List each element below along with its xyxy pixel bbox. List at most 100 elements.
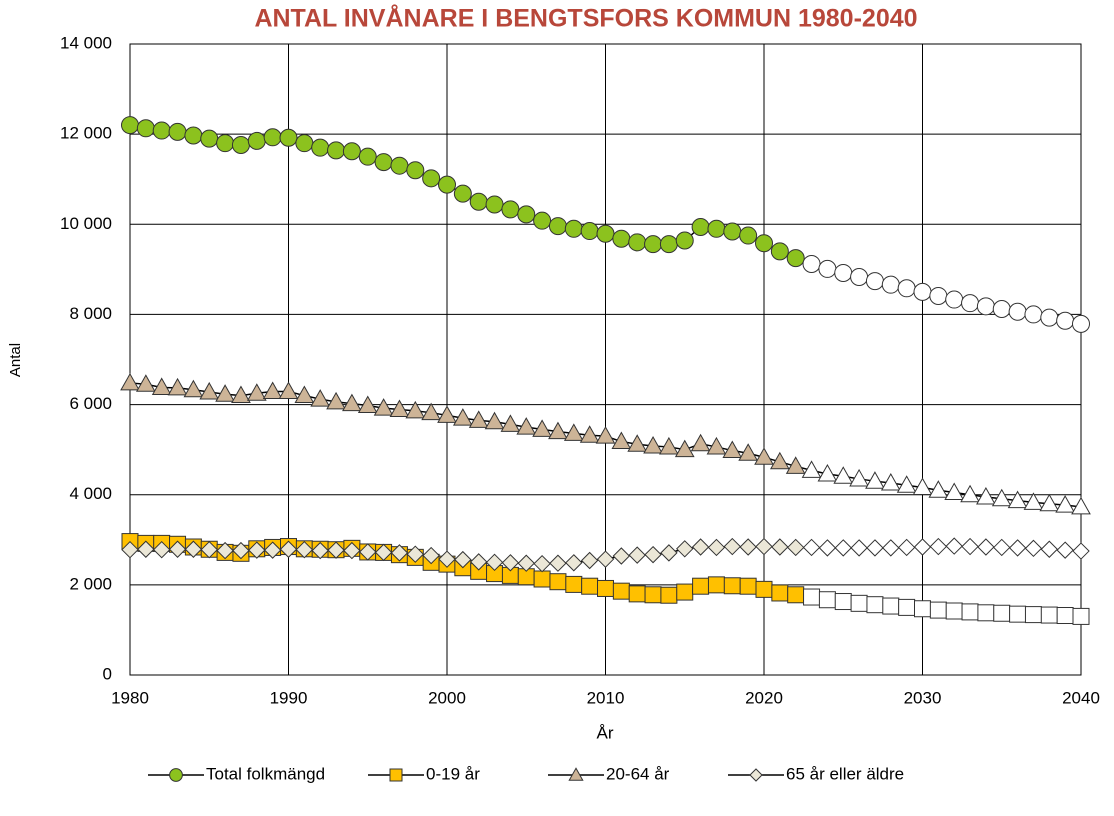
marker [945,290,964,309]
marker [248,541,266,559]
marker [960,484,980,503]
marker [278,381,299,400]
marker [533,570,551,588]
marker [818,259,837,278]
marker [676,583,694,601]
marker [357,395,378,413]
marker [390,156,409,175]
marker [326,391,346,410]
marker [295,134,314,153]
x-tick-label: 2000 [428,688,466,707]
marker [533,554,551,573]
marker [517,205,536,224]
y-axis-label: Antal [7,343,24,377]
marker [1071,496,1091,515]
marker [438,550,456,568]
marker [769,451,790,470]
marker [818,591,836,609]
marker [961,537,979,556]
marker [897,279,916,298]
marker [421,402,442,421]
marker [468,410,489,428]
x-tick-label: 1980 [111,688,149,707]
y-tick-label: 8 000 [69,304,112,323]
marker [596,224,615,243]
marker [263,128,282,147]
marker [342,142,361,161]
marker [739,226,758,245]
marker [755,234,773,253]
marker [342,393,362,412]
x-tick-label: 2020 [745,688,783,707]
marker [770,242,789,261]
marker [660,586,678,604]
marker [373,398,394,416]
marker [374,153,393,172]
marker [453,184,472,203]
marker [1040,606,1058,624]
marker [358,147,377,166]
marker [184,540,203,558]
marker [485,195,504,214]
marker [279,540,298,558]
marker [660,544,678,562]
marker [659,436,679,455]
marker [1008,302,1027,321]
marker [580,551,599,570]
marker [785,456,806,474]
marker [993,538,1011,557]
marker [611,431,632,450]
marker [692,577,710,595]
marker [977,538,995,556]
marker [802,538,821,557]
marker [215,384,235,402]
marker [707,576,725,594]
marker [549,573,567,591]
marker [1072,314,1090,333]
marker [755,580,773,598]
y-tick-label: 0 [103,664,112,683]
y-tick-label: 14 000 [60,33,112,52]
marker [850,594,868,612]
marker [596,550,615,568]
marker [422,169,441,188]
marker [597,579,614,597]
marker [1007,490,1028,509]
marker [216,134,235,153]
marker [168,122,187,141]
marker [976,297,995,316]
marker [755,537,773,556]
marker [216,541,234,560]
marker [628,233,647,252]
x-tick-label: 2010 [587,688,625,707]
marker [263,541,282,559]
marker [977,604,995,622]
marker [834,539,852,557]
marker [533,211,552,230]
legend-label: 0-19 år [426,764,480,783]
legend-marker [169,768,183,782]
marker [501,554,520,572]
marker [882,539,900,557]
marker [327,541,345,559]
marker [1024,305,1043,324]
marker [1072,607,1090,625]
marker [406,545,425,563]
marker [137,540,155,558]
marker [311,541,329,560]
marker [168,540,187,558]
marker [961,603,979,621]
marker [644,545,662,564]
y-tick-label: 12 000 [60,124,112,143]
legend-label: 20-64 år [606,764,670,783]
marker [849,468,869,487]
marker [310,389,331,407]
marker [262,381,283,400]
marker [945,602,963,620]
marker [438,175,456,194]
marker [595,426,616,444]
marker [1056,311,1075,330]
marker [866,596,884,614]
marker [406,161,425,180]
marker [818,539,837,557]
